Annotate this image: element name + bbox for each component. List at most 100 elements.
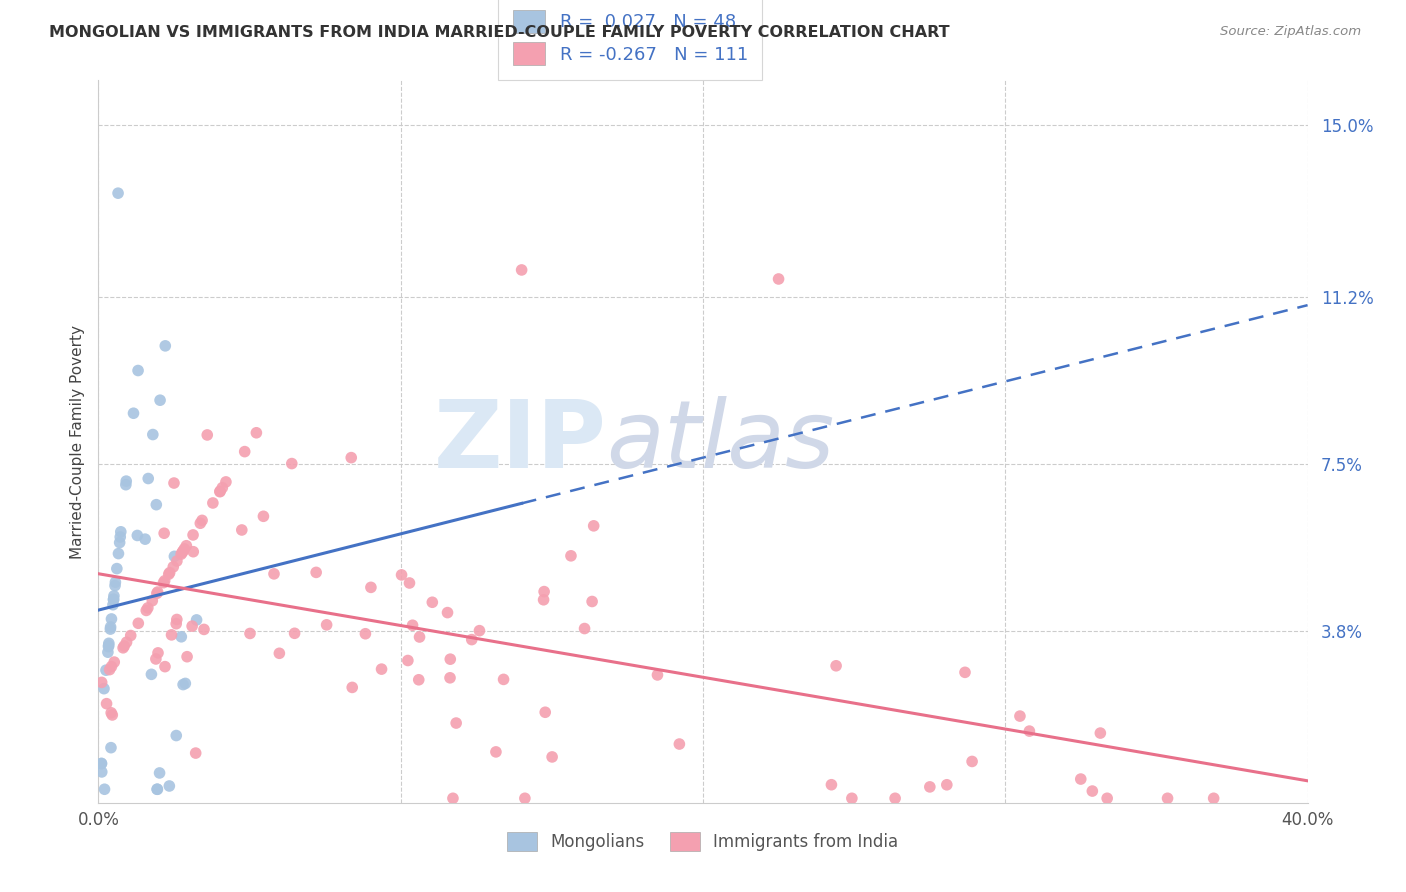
Point xyxy=(160,628,183,642)
Point xyxy=(104,575,127,590)
Point xyxy=(105,561,128,575)
Point xyxy=(120,628,142,642)
Point xyxy=(93,681,115,696)
Point xyxy=(354,626,377,640)
Point xyxy=(252,509,274,524)
Point xyxy=(149,393,172,408)
Point xyxy=(100,740,122,755)
Point xyxy=(127,363,149,377)
Point xyxy=(668,737,690,751)
Point xyxy=(398,576,420,591)
Point xyxy=(918,780,941,794)
Point xyxy=(201,496,224,510)
Point xyxy=(492,673,515,687)
Point xyxy=(176,539,198,553)
Point xyxy=(155,339,177,353)
Point xyxy=(1018,724,1040,739)
Point xyxy=(647,668,669,682)
Point xyxy=(186,613,208,627)
Point xyxy=(97,638,120,652)
Point xyxy=(141,593,163,607)
Point xyxy=(408,673,430,687)
Point xyxy=(441,791,464,805)
Point xyxy=(153,659,176,673)
Point xyxy=(101,708,124,723)
Point xyxy=(370,662,392,676)
Point xyxy=(103,592,125,607)
Point xyxy=(101,598,124,612)
Point xyxy=(195,428,218,442)
Point xyxy=(110,530,132,544)
Point xyxy=(408,630,430,644)
Point xyxy=(93,782,115,797)
Point xyxy=(209,484,232,499)
Point xyxy=(103,589,125,603)
Point xyxy=(825,658,848,673)
Point xyxy=(768,272,790,286)
Point xyxy=(172,677,194,691)
Point xyxy=(96,697,118,711)
Point xyxy=(581,594,603,608)
Legend: Mongolians, Immigrants from India: Mongolians, Immigrants from India xyxy=(499,823,907,860)
Point xyxy=(574,622,596,636)
Point xyxy=(485,745,508,759)
Point xyxy=(444,716,467,731)
Point xyxy=(173,541,195,556)
Point xyxy=(1090,726,1112,740)
Point xyxy=(533,584,555,599)
Point xyxy=(153,574,176,588)
Point xyxy=(98,663,121,677)
Point xyxy=(145,652,167,666)
Point xyxy=(391,568,413,582)
Y-axis label: Married-Couple Family Poverty: Married-Couple Family Poverty xyxy=(69,325,84,558)
Point xyxy=(560,549,582,563)
Point xyxy=(188,516,211,531)
Point xyxy=(1008,709,1031,723)
Point xyxy=(181,545,204,559)
Point xyxy=(146,585,169,599)
Point xyxy=(884,791,907,805)
Point xyxy=(165,729,187,743)
Point xyxy=(97,636,120,650)
Point xyxy=(510,263,533,277)
Point xyxy=(208,484,231,499)
Point xyxy=(112,639,135,653)
Point xyxy=(233,444,256,458)
Point xyxy=(340,450,363,465)
Point xyxy=(157,567,180,582)
Point xyxy=(184,746,207,760)
Point xyxy=(157,779,180,793)
Point xyxy=(582,519,605,533)
Point xyxy=(134,532,156,546)
Point xyxy=(104,579,127,593)
Point xyxy=(127,616,149,631)
Point xyxy=(112,640,135,655)
Point xyxy=(90,675,112,690)
Point xyxy=(281,457,304,471)
Point xyxy=(163,549,186,564)
Point xyxy=(122,406,145,420)
Point xyxy=(533,592,555,607)
Point xyxy=(166,612,188,626)
Point xyxy=(115,635,138,649)
Point xyxy=(145,498,167,512)
Point xyxy=(172,545,194,559)
Point xyxy=(534,705,557,719)
Point xyxy=(108,535,131,549)
Point xyxy=(107,186,129,201)
Point xyxy=(305,566,328,580)
Point xyxy=(146,782,169,797)
Point xyxy=(420,595,443,609)
Point xyxy=(315,617,337,632)
Point xyxy=(541,750,564,764)
Text: MONGOLIAN VS IMMIGRANTS FROM INDIA MARRIED-COUPLE FAMILY POVERTY CORRELATION CHA: MONGOLIAN VS IMMIGRANTS FROM INDIA MARRI… xyxy=(49,25,950,40)
Point xyxy=(146,782,169,797)
Point xyxy=(166,554,188,568)
Point xyxy=(115,474,138,488)
Point xyxy=(269,646,291,660)
Point xyxy=(163,476,186,491)
Point xyxy=(136,600,159,615)
Point xyxy=(935,778,957,792)
Point xyxy=(90,764,112,779)
Point xyxy=(127,528,149,542)
